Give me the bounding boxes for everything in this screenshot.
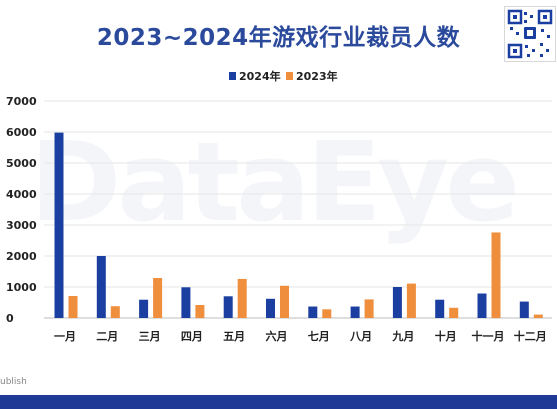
qr-code-icon: [504, 6, 556, 62]
legend-label: 2024年: [239, 69, 281, 83]
footer-bar: [0, 395, 557, 409]
legend-label: 2023年: [296, 69, 338, 83]
x-tick-label: 十一月: [472, 329, 505, 343]
y-tick-label: 0: [6, 312, 14, 325]
legend-swatch: [286, 72, 293, 80]
bar: [96, 256, 106, 318]
bar: [322, 309, 332, 318]
bar: [519, 301, 529, 318]
bar: [195, 304, 205, 318]
y-tick-label: 5000: [6, 157, 37, 170]
y-tick-label: 1000: [6, 281, 37, 294]
chart-title: 2023~2024年游戏行业裁员人数: [96, 25, 461, 51]
bar: [266, 298, 275, 318]
x-tick-label: 七月: [308, 329, 330, 343]
bar: [533, 314, 543, 318]
bar: [406, 283, 416, 318]
x-tick-label: 二月: [96, 330, 118, 343]
x-tick-label: 十月: [435, 329, 457, 343]
x-tick-label: 八月: [349, 330, 372, 343]
bar: [449, 307, 459, 318]
bar: [139, 299, 149, 318]
bar: [392, 287, 402, 318]
bar: [435, 299, 445, 318]
y-tick-label: 2000: [6, 250, 37, 263]
bar: [364, 299, 374, 318]
y-tick-label: 7000: [6, 95, 37, 108]
y-tick-label: 6000: [6, 126, 37, 139]
footer-text: ublish: [0, 377, 27, 387]
bar: [223, 296, 233, 318]
bar: [153, 278, 163, 318]
x-tick-label: 九月: [391, 329, 414, 343]
y-tick-label: 3000: [6, 219, 37, 232]
bar: [308, 306, 318, 318]
x-tick-label: 三月: [139, 330, 161, 343]
bar: [181, 287, 191, 318]
bar: [54, 132, 64, 318]
bar: [350, 306, 360, 318]
y-tick-label: 4000: [6, 188, 37, 201]
x-tick-label: 四月: [181, 330, 203, 343]
x-tick-label: 十二月: [514, 329, 547, 343]
bar: [237, 278, 247, 318]
legend-swatch: [229, 72, 236, 80]
x-tick-label: 一月: [54, 330, 76, 343]
bar: [110, 306, 120, 318]
x-tick-label: 六月: [266, 329, 288, 343]
bar: [491, 232, 501, 318]
bar: [280, 285, 289, 318]
bar: [68, 295, 78, 318]
bar: [477, 293, 487, 318]
x-tick-label: 五月: [223, 330, 245, 343]
